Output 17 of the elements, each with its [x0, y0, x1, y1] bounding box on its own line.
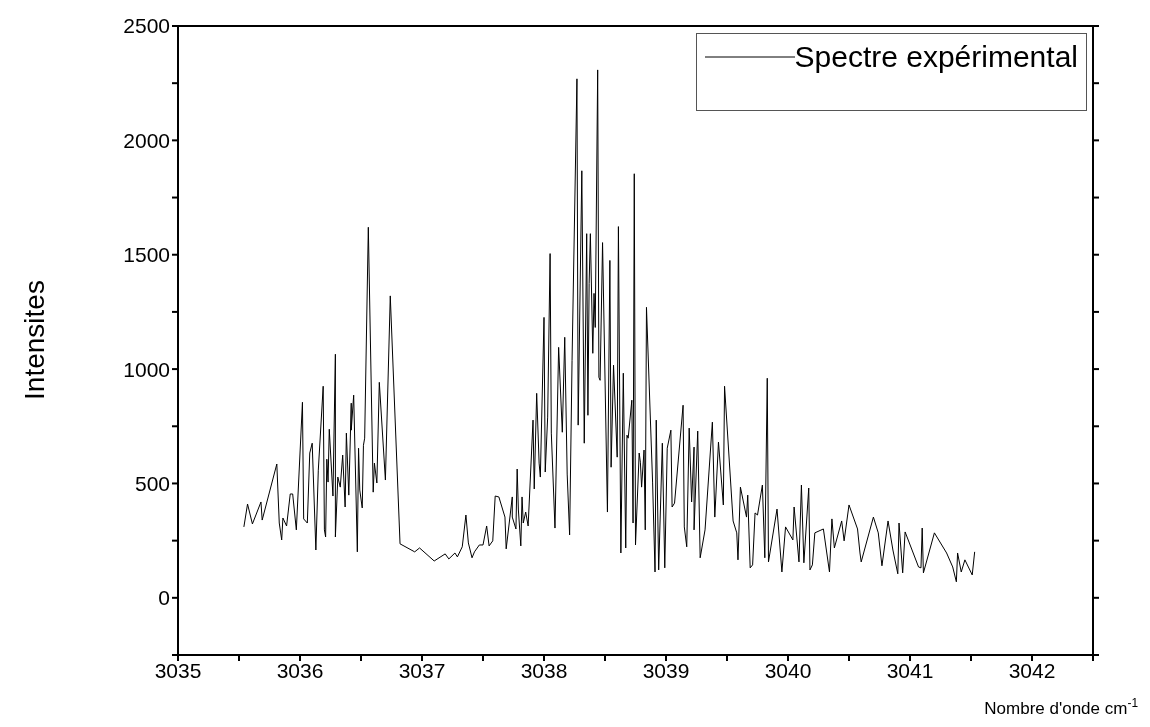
y-tick-label: 2000: [123, 128, 170, 152]
y-tick-label: 0: [158, 586, 170, 610]
x-tick-label: 3040: [764, 658, 812, 682]
x-tick-label: 3039: [642, 658, 690, 682]
x-axis-title: Nombre d'onde cm$^{-1}$: [984, 696, 1139, 718]
y-tick-label: 1000: [123, 357, 170, 381]
legend-label: Spectre expérimental: [794, 40, 1078, 74]
x-tick-label: 3041: [886, 658, 934, 682]
x-tick-label: 3035: [154, 658, 202, 682]
x-tick-label: 3036: [276, 658, 324, 682]
x-tick-label: 3038: [520, 658, 568, 682]
x-tick-label: 3037: [398, 658, 446, 682]
y-tick-label: 500: [134, 471, 170, 495]
y-tick-label: 1500: [123, 243, 170, 267]
x-tick-label: 3042: [1008, 658, 1056, 682]
y-tick-label: 2500: [123, 14, 170, 38]
y-axis-title: Intensites: [19, 280, 50, 400]
